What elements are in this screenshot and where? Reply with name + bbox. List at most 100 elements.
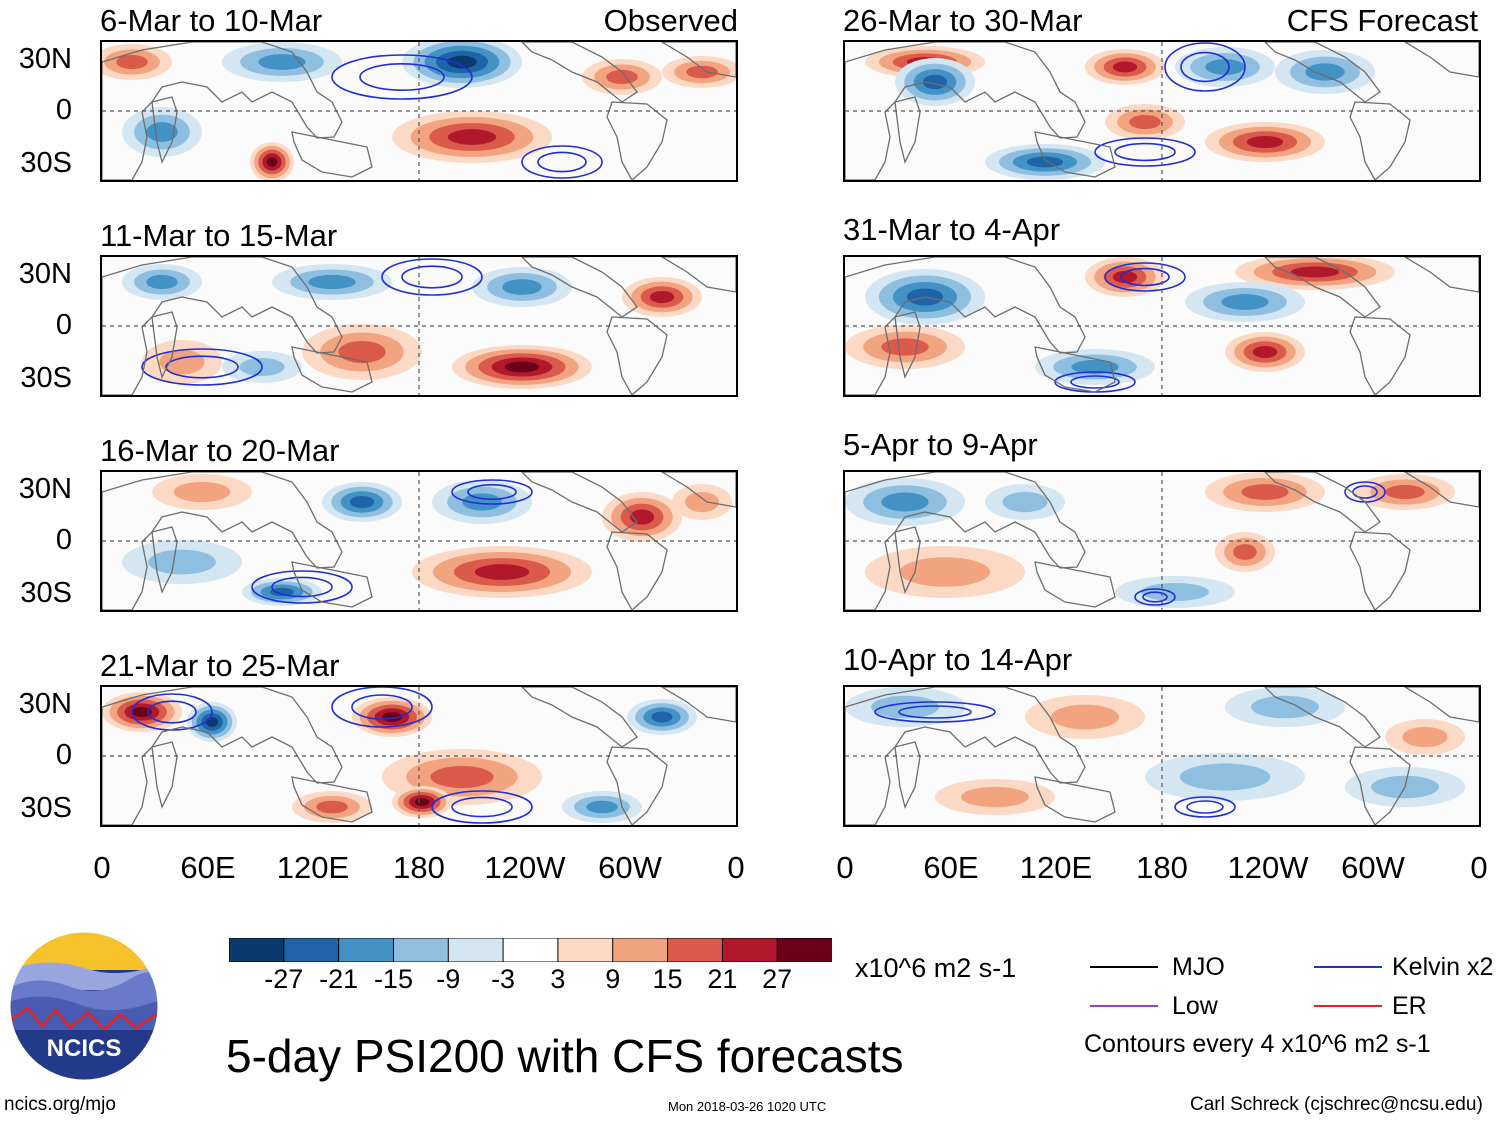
legend-line-kelvin	[1314, 966, 1382, 968]
anomaly-shading	[1252, 345, 1278, 359]
kelvin-contour	[147, 700, 197, 724]
anomaly-shading	[338, 340, 386, 364]
coastline	[845, 257, 1086, 395]
logo-text: NCICS	[47, 1035, 122, 1062]
coastline	[894, 526, 921, 594]
coastline	[1034, 776, 1116, 823]
timestamp: Mon 2018-03-26 1020 UTC	[668, 1099, 827, 1114]
ncics-logo: NCICS	[8, 930, 160, 1082]
colorbar-swatch	[338, 937, 395, 963]
colorbar-swatch	[721, 937, 779, 963]
coastline	[151, 96, 178, 164]
anomaly-shading	[308, 274, 356, 290]
kelvin-contour	[1180, 51, 1230, 83]
kelvin-contour	[1114, 142, 1176, 162]
coastline	[151, 311, 178, 379]
map-panel-forecast-3	[843, 470, 1481, 612]
lat-label: 30S	[20, 147, 72, 179]
lon-label: 0	[836, 850, 854, 885]
kelvin-contour	[898, 705, 972, 719]
coastline	[606, 316, 668, 395]
kelvin-contour	[1104, 262, 1186, 292]
panel-title-2: 11-Mar to 15-Mar	[100, 218, 338, 253]
coastline	[1034, 131, 1116, 178]
anomaly-shading	[651, 711, 673, 723]
anomaly-shading	[1051, 704, 1119, 730]
colorbar-swatch	[228, 937, 285, 963]
kelvin-contour	[401, 265, 463, 289]
colorbar-swatch	[776, 937, 834, 963]
colorbar-tick-label: -21	[319, 964, 359, 994]
anomaly-shading	[1179, 763, 1271, 791]
anomaly-shading	[447, 55, 477, 69]
kelvin-contour	[1070, 375, 1120, 389]
lat-label: 30S	[20, 362, 72, 394]
coastline	[660, 42, 736, 78]
lat-label: 30S	[20, 577, 72, 609]
lon-label: 120E	[276, 850, 350, 885]
lat-label: 30S	[20, 792, 72, 824]
anomaly-shading	[146, 122, 178, 142]
panel-title-1: 6-Mar to 10-Mar	[100, 3, 323, 38]
colorbar-tick-label: 9	[605, 964, 621, 994]
kelvin-contour	[874, 701, 996, 723]
coastline	[660, 687, 736, 723]
coastline	[1349, 531, 1411, 610]
anomaly-shading	[146, 274, 178, 290]
kelvin-contour	[359, 62, 445, 91]
anomaly-shading	[474, 564, 530, 580]
lat-label: 0	[55, 309, 72, 341]
lon-label: 120E	[1019, 850, 1093, 885]
website-link[interactable]: ncics.org/mjo	[4, 1094, 116, 1115]
map-panel-observed-4	[100, 685, 738, 827]
colorbar-swatch	[667, 937, 724, 963]
kelvin-contour	[331, 687, 433, 728]
lat-label: 30N	[18, 688, 72, 720]
kelvin-contour	[381, 258, 483, 296]
map-panel-forecast-2	[843, 255, 1481, 397]
lon-label: 0	[727, 850, 745, 885]
coastline	[660, 472, 736, 508]
anomaly-shading	[881, 492, 929, 512]
colorbar-swatch	[502, 937, 559, 963]
anomaly-shading	[1002, 491, 1048, 513]
anomaly-shading	[961, 786, 1029, 808]
coastline	[102, 257, 343, 395]
anomaly-shading	[132, 707, 152, 717]
anomaly-shading	[258, 54, 306, 70]
coastline	[1349, 316, 1411, 395]
legend-label-mjo: MJO	[1172, 953, 1225, 981]
kelvin-contour	[537, 151, 587, 173]
coastline	[845, 687, 1086, 825]
contour-note: Contours every 4 x10^6 m2 s-1	[1084, 1030, 1431, 1058]
kelvin-contour	[451, 479, 533, 505]
coastline	[102, 687, 343, 825]
kelvin-contour	[431, 790, 533, 824]
colorbar-swatch	[283, 937, 340, 963]
anomaly-shading	[1246, 135, 1284, 149]
figure-title: 5-day PSI200 with CFS forecasts	[226, 1030, 904, 1082]
kelvin-contour	[251, 570, 353, 604]
anomaly-shading	[649, 290, 675, 304]
anomaly-shading	[349, 495, 375, 509]
anomaly-shading	[1141, 582, 1209, 602]
kelvin-contour	[467, 484, 517, 500]
lon-label: 120W	[1227, 850, 1309, 885]
anomaly-shading	[1071, 359, 1119, 375]
anomaly-shading	[1129, 114, 1161, 130]
coastline	[291, 131, 373, 178]
coastline	[1034, 561, 1116, 608]
kelvin-contour	[1174, 796, 1236, 818]
kelvin-contour	[165, 355, 239, 379]
coastline	[102, 472, 343, 610]
coastline	[894, 311, 921, 379]
colorbar-tick-label: -3	[491, 964, 516, 994]
anomaly-shading	[1385, 484, 1425, 500]
anomaly-shading	[686, 65, 718, 79]
map-panel-forecast-1	[843, 40, 1481, 182]
lon-label: 60E	[180, 850, 236, 885]
coastline	[291, 776, 373, 823]
coastline	[1403, 42, 1479, 78]
colorbar-tick-label: 27	[762, 964, 793, 994]
kelvin-contour	[351, 694, 413, 720]
